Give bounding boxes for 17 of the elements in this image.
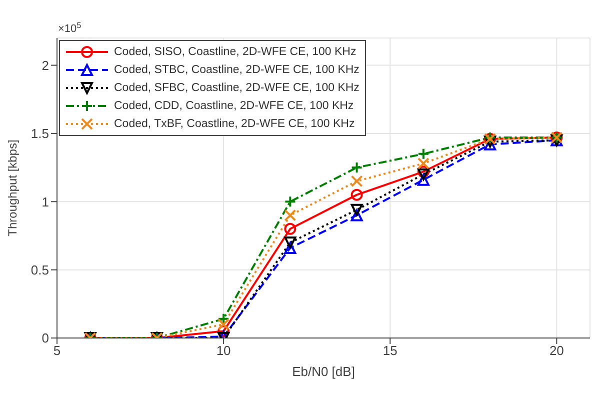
- x-tick-label: 10: [216, 343, 231, 358]
- x-tick-label: 5: [53, 343, 61, 358]
- legend-label: Coded, TxBF, Coastline, 2D-WFE CE, 100 KHz: [114, 118, 355, 130]
- legend-label: Coded, CDD, Coastline, 2D-WFE CE, 100 KHz: [114, 100, 354, 112]
- legend-label: Coded, SFBC, Coastline, 2D-WFE CE, 100 KHz: [114, 82, 360, 94]
- text: ×10$^{5}$: [58, 20, 82, 35]
- y-tick-label: 0.5: [30, 262, 49, 278]
- x-tick-label: 20: [549, 343, 564, 358]
- legend-label: Coded, SISO, Coastline, 2D-WFE CE, 100 KHz: [114, 46, 356, 58]
- y-tick-label: 0: [42, 330, 49, 346]
- y-tick-label: 2: [42, 58, 49, 73]
- y-tick-label: 1.5: [30, 126, 49, 142]
- y-axis-title: Throughput [kbps]: [5, 140, 20, 236]
- y-tick-label: 1: [42, 194, 49, 210]
- x-axis-title: Eb/N0 [dB]: [292, 364, 355, 379]
- legend-label: Coded, STBC, Coastline, 2D-WFE CE, 100 KHz: [114, 64, 360, 76]
- x-tick-label: 15: [382, 343, 398, 358]
